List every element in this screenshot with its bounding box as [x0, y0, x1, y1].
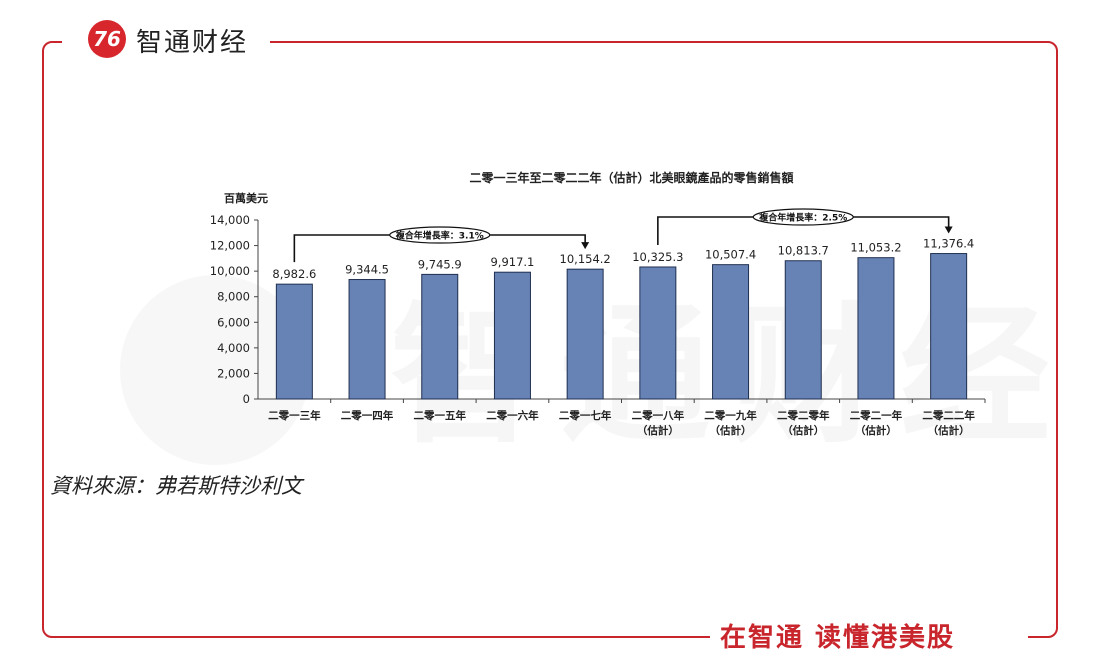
chart-title: 二零一三年至二零二二年（估計）北美眼鏡產品的零售銷售額	[469, 170, 793, 185]
cagr-arrowhead	[581, 242, 590, 250]
x-tick-sublabel: （估計）	[782, 424, 824, 437]
x-tick-sublabel: （估計）	[855, 424, 897, 437]
cagr-bubble	[752, 208, 854, 226]
cagr-arrowhead	[944, 226, 953, 234]
x-tick-sublabel: （估計）	[928, 424, 970, 437]
bar	[566, 268, 604, 400]
data-label: 9,344.5	[345, 263, 389, 277]
data-label: 10,325.3	[632, 250, 683, 264]
data-label: 9,917.1	[490, 255, 534, 269]
x-tick-label: 二零二一年	[850, 409, 903, 422]
x-tick-label: 二零二零年	[777, 409, 830, 422]
brand-name: 智通财经	[136, 28, 249, 58]
y-tick-label: 2,000	[217, 366, 250, 380]
data-label: 11,053.2	[850, 241, 901, 255]
bar	[639, 266, 677, 400]
y-tick-label: 12,000	[210, 239, 250, 253]
bar	[930, 253, 968, 400]
bar	[493, 271, 531, 400]
data-label: 8,982.6	[272, 267, 316, 281]
bar	[784, 260, 822, 400]
page-frame	[42, 41, 1058, 638]
data-label: 10,154.2	[560, 252, 611, 266]
y-axis-label: 百萬美元	[224, 191, 268, 205]
x-tick-label: 二零二二年	[922, 409, 975, 422]
data-label: 10,507.4	[705, 248, 756, 262]
cagr-label: 複合年增長率：3.1%	[395, 230, 484, 242]
bar	[275, 283, 313, 400]
bar	[421, 273, 459, 400]
x-tick-label: 二零一五年	[414, 409, 467, 422]
source-note: 資料來源：弗若斯特沙利文	[50, 474, 302, 498]
cagr-bubble	[389, 226, 491, 244]
x-tick-label: 二零一四年	[341, 409, 394, 422]
y-tick-label: 10,000	[210, 264, 250, 278]
cagr-label: 複合年增長率：2.5%	[758, 212, 847, 224]
y-tick-label: 4,000	[217, 341, 250, 355]
footer-mask	[710, 615, 1028, 657]
footer-slogan: 在智通 读懂港美股	[720, 623, 956, 653]
data-label: 9,745.9	[418, 257, 462, 271]
x-tick-sublabel: （估計）	[710, 424, 752, 437]
x-tick-label: 二零一三年	[268, 409, 321, 422]
bar	[348, 279, 386, 400]
bar	[712, 264, 750, 400]
y-tick-label: 0	[243, 392, 250, 406]
x-tick-label: 二零一八年	[632, 409, 685, 422]
data-label: 10,813.7	[778, 244, 829, 258]
x-tick-label: 二零一九年	[704, 409, 757, 422]
y-tick-label: 8,000	[217, 290, 250, 304]
y-tick-label: 14,000	[210, 213, 250, 227]
x-tick-sublabel: （估計）	[637, 424, 679, 437]
brand-logo-icon: 76	[88, 20, 126, 58]
data-label: 11,376.4	[923, 237, 974, 251]
bar	[857, 257, 895, 400]
x-tick-label: 二零一六年	[486, 409, 539, 422]
y-tick-label: 6,000	[217, 315, 250, 329]
x-tick-label: 二零一七年	[559, 409, 612, 422]
